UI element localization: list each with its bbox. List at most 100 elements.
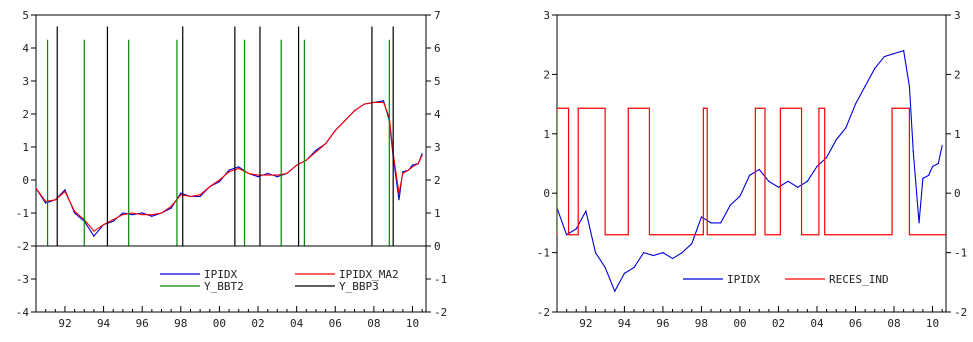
series-ipidx-ma2-point <box>218 179 221 181</box>
series-ipidx-line <box>36 100 423 238</box>
series-ipidx-point <box>238 166 240 168</box>
series-ipidx-line <box>557 49 943 293</box>
x-tick-label: 96 <box>136 317 149 330</box>
series-ipidx-ma2-point <box>141 214 143 216</box>
y-right-tick-label: 6 <box>434 42 441 55</box>
series-ipidx-point <box>931 165 934 168</box>
series-ipidx-point <box>74 212 76 214</box>
y-left-tick-label: 2 <box>543 68 550 81</box>
series-ipidx-ma2-point <box>325 143 327 145</box>
series-ipidx-ma2-point <box>417 162 419 165</box>
series-ipidx-point <box>883 55 885 58</box>
y-right-tick-label: 1 <box>954 128 961 141</box>
y-left-tick-label: 0 <box>543 187 550 200</box>
series-ipidx-point <box>922 177 924 179</box>
plot-area <box>557 49 946 293</box>
y-left-tick-label: 1 <box>22 141 29 154</box>
series-ipidx-ma2-point <box>122 214 124 216</box>
series-ipidx-point <box>151 215 153 217</box>
plot-area <box>36 26 426 247</box>
series-ipidx-point <box>45 202 47 204</box>
series-ipidx-point <box>315 149 317 151</box>
legend-label: Y_BBT2 <box>204 280 244 293</box>
x-tick-label: 98 <box>695 317 708 330</box>
y-right-tick-label: 2 <box>434 174 441 187</box>
y-right-tick-label: 2 <box>954 68 961 81</box>
legend-label: Y_BBP3 <box>339 280 379 293</box>
series-ipidx-ma2-point <box>344 120 346 122</box>
series-ipidx-ma2-point <box>286 172 288 174</box>
series-ipidx-ma2-point <box>305 159 307 161</box>
y-left-tick-label: 3 <box>543 9 550 22</box>
series-ipidx-point <box>585 210 587 212</box>
y-right-tick-label: -1 <box>434 273 447 286</box>
series-ipidx-point <box>941 145 943 147</box>
y-left-tick-label: -4 <box>16 306 30 319</box>
series-ipidx-point <box>382 100 385 102</box>
series-ipidx-point <box>671 257 674 260</box>
series-ipidx-point <box>777 186 780 188</box>
y-left-tick-label: -1 <box>16 207 29 220</box>
legend-label: IPIDX <box>727 273 760 286</box>
series-ipidx-point <box>768 180 770 182</box>
series-ipidx-point <box>797 186 799 188</box>
y-left-tick-label: 4 <box>22 42 29 55</box>
series-ipidx-point <box>257 176 259 178</box>
y-right-tick-label: 0 <box>954 187 961 200</box>
series-ipidx-point <box>864 85 866 87</box>
series-ipidx-point <box>228 169 230 171</box>
series-ipidx-ma2-line <box>36 101 423 232</box>
series-ipidx-point <box>652 254 654 257</box>
series-ipidx-point <box>398 199 400 201</box>
series-ipidx-ma2-point <box>160 212 163 214</box>
series-ipidx-ma2-point <box>36 187 37 189</box>
x-tick-label: 10 <box>406 317 419 330</box>
series-ipidx-point <box>131 214 134 216</box>
series-ipidx-ma2-point <box>402 172 404 174</box>
y-right-tick-label: 7 <box>434 9 441 22</box>
y-right-tick-label: 0 <box>434 240 441 253</box>
series-ipidx-point <box>826 156 828 159</box>
legend: IPIDX IPIDX_MA2 Y_BBT2 Y_BBP3 <box>160 268 399 293</box>
series-ipidx-point <box>748 174 751 176</box>
series-ipidx-ma2-point <box>267 174 269 176</box>
series-ipidx-ma2-point <box>373 101 375 104</box>
y-left-tick-label: -2 <box>537 306 550 319</box>
series-reces-ind-line <box>557 107 946 236</box>
x-tick-label: 94 <box>618 317 632 330</box>
series-ipidx-ma2-point <box>180 194 182 196</box>
series-ipidx-point <box>112 220 114 222</box>
series-ipidx-point <box>575 228 577 230</box>
series-ipidx-ma2-point <box>276 174 278 176</box>
y-right-tick-label: 3 <box>954 9 961 22</box>
x-tick-label: 04 <box>810 317 824 330</box>
series-ipidx-point <box>691 243 693 245</box>
series-ipidx-point <box>93 235 95 237</box>
series-ipidx-point <box>267 172 269 174</box>
series-ipidx-point <box>758 168 760 171</box>
series-ipidx-ma2-point <box>151 214 153 216</box>
y-left-tick-label: -2 <box>16 240 29 253</box>
y-right-tick-label: 1 <box>434 207 441 220</box>
y-right-tick-label: 4 <box>434 108 441 121</box>
x-tick-label: 10 <box>926 317 939 330</box>
series-ipidx-point <box>937 162 939 165</box>
series-ipidx-point <box>874 67 876 70</box>
x-tick-label: 96 <box>656 317 669 330</box>
x-tick-label: 00 <box>213 317 226 330</box>
y-right-tick-label: -2 <box>954 306 967 319</box>
series-ipidx-point <box>594 252 597 254</box>
x-tick-label: 98 <box>174 317 187 330</box>
series-ipidx-ma2-point <box>189 195 192 198</box>
series-ipidx-point <box>421 153 423 155</box>
series-ipidx-point <box>729 204 731 206</box>
series-ipidx-ma2-point <box>74 210 76 212</box>
series-ipidx-point <box>604 266 606 269</box>
series-ipidx-ma2-point <box>238 167 240 170</box>
series-ipidx-point <box>643 252 645 254</box>
series-ipidx-point <box>908 85 911 87</box>
x-tick-label: 02 <box>251 317 264 330</box>
series-ipidx-ma2-point <box>102 223 105 226</box>
